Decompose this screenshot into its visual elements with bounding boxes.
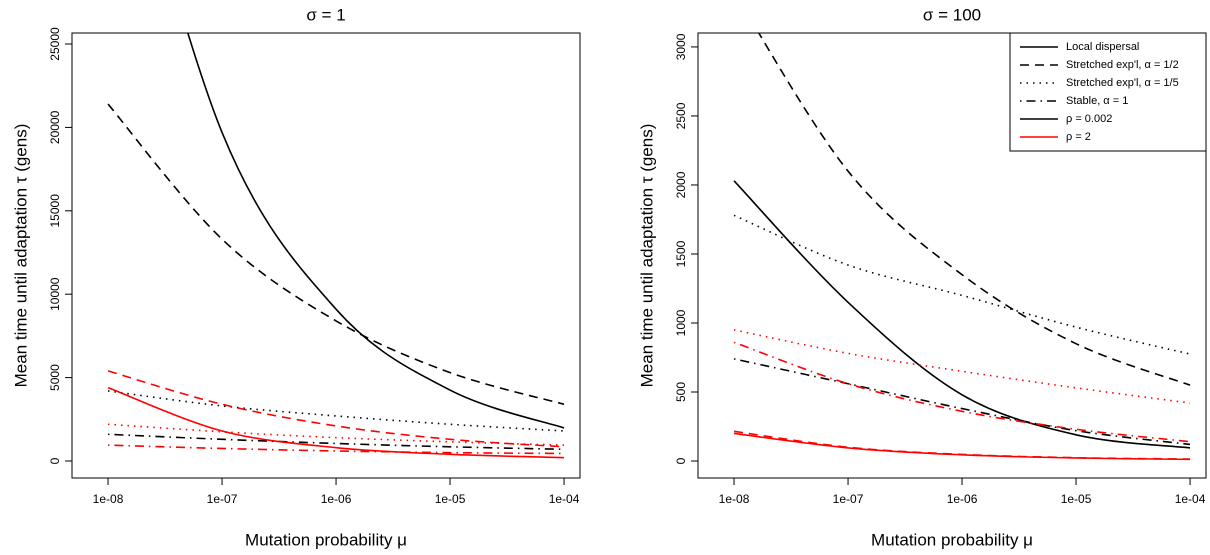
series-line: [733, 432, 1191, 461]
y-tick-label: 5000: [48, 364, 62, 391]
x-tick-label: 1e-08: [719, 492, 750, 506]
x-tick-label: 1e-04: [549, 492, 580, 506]
legend-label: Stretched exp'l, α = 1/5: [1066, 77, 1179, 89]
series-line: [733, 329, 1191, 404]
series-line: [733, 358, 1191, 446]
chart-title: σ = 1: [306, 5, 345, 24]
series-line: [733, 180, 1191, 449]
series-line: [107, 433, 565, 451]
y-tick-label: 15000: [48, 194, 62, 228]
legend-label: ρ = 0.002: [1066, 113, 1112, 125]
y-tick-label: 1500: [674, 240, 688, 267]
y-tick-label: 2000: [674, 171, 688, 198]
panel: σ = 100 Mutation probability μ Mean time u…: [637, 5, 1207, 549]
legend-label: Stable, α = 1: [1066, 95, 1128, 107]
series-line: [107, 370, 565, 448]
y-axis-title: Mean time until adaptation τ (gens): [637, 124, 656, 388]
series-line: [187, 33, 565, 429]
legend-box: [1009, 32, 1207, 152]
plot-frame: [697, 32, 1207, 479]
series-line: [107, 423, 565, 446]
y-tick-label: 0: [48, 457, 62, 464]
x-tick-label: 1e-06: [947, 492, 978, 506]
x-tick-label: 1e-06: [321, 492, 352, 506]
series-line: [733, 341, 1191, 443]
y-tick-label: 1000: [674, 309, 688, 336]
series-line: [108, 444, 565, 455]
y-tick-label: 10000: [48, 277, 62, 311]
series-line: [107, 386, 565, 459]
x-tick-label: 1e-08: [93, 492, 124, 506]
series-line: [107, 390, 565, 432]
legend-label: Local dispersal: [1066, 41, 1139, 53]
plot-frame: [71, 32, 581, 479]
panel: σ = 1 Mutation probability μ Mean time unt…: [11, 5, 581, 549]
x-axis-title: Mutation probability μ: [871, 530, 1033, 549]
series-line: [733, 214, 1191, 355]
legend-label: ρ = 2: [1066, 131, 1091, 143]
y-tick-label: 20000: [48, 110, 62, 144]
y-tick-label: 2500: [674, 102, 688, 129]
series-line: [107, 103, 565, 406]
x-tick-label: 1e-07: [207, 492, 238, 506]
y-tick-label: 3000: [674, 33, 688, 60]
legend-label: Stretched exp'l, α = 1/2: [1066, 59, 1179, 71]
x-tick-label: 1e-07: [833, 492, 864, 506]
series-line: [733, 430, 1191, 460]
y-axis-title: Mean time until adaptation τ (gens): [11, 124, 30, 388]
y-tick-label: 500: [674, 382, 688, 402]
x-tick-label: 1e-05: [1061, 492, 1092, 506]
x-axis-title: Mutation probability μ: [245, 530, 407, 549]
y-tick-label: 0: [674, 457, 688, 464]
series-line: [757, 33, 1191, 386]
x-tick-label: 1e-04: [1175, 492, 1206, 506]
x-tick-label: 1e-05: [435, 492, 466, 506]
chart-title: σ = 100: [923, 5, 981, 24]
y-tick-label: 25000: [48, 27, 62, 61]
